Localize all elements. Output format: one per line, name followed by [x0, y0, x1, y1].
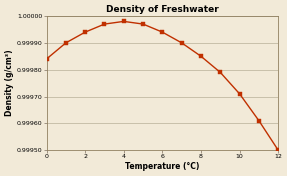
X-axis label: Temperature (°C): Temperature (°C) [125, 162, 199, 171]
Title: Density of Freshwater: Density of Freshwater [106, 5, 219, 14]
Y-axis label: Density (g/cm³): Density (g/cm³) [5, 50, 14, 116]
